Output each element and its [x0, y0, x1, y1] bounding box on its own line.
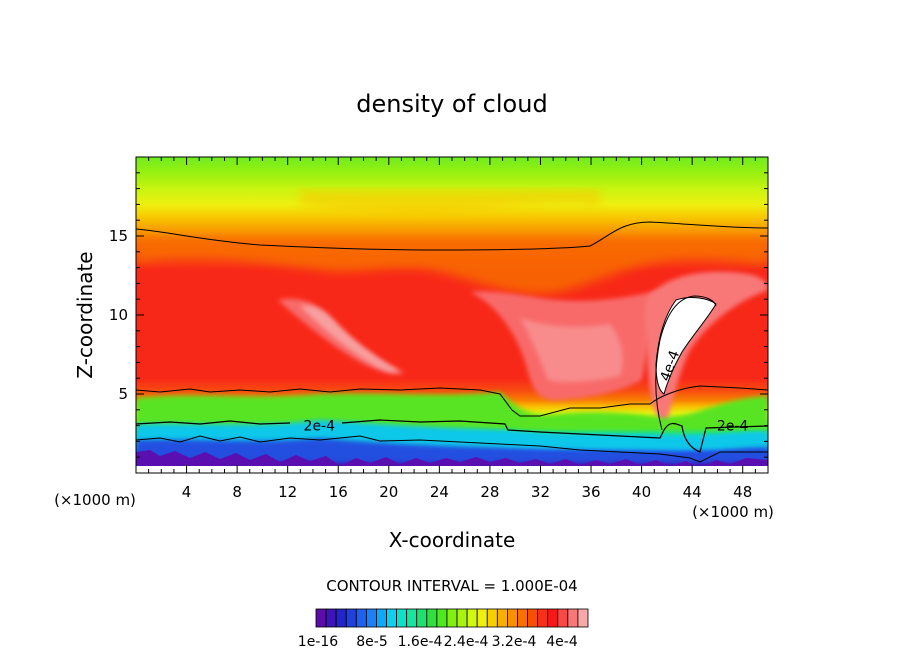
pink-region-center-core: [520, 318, 623, 383]
contour-line-upper: [136, 221, 768, 251]
contour-line-2e-4: [136, 419, 768, 453]
colorbar-swatch: [335, 608, 347, 628]
x-tick-label: 8: [232, 483, 242, 501]
pink-plume-left-core: [300, 305, 398, 372]
x-tick-label: 24: [430, 483, 449, 501]
colorbar-swatch: [527, 608, 539, 628]
x-axis-ticks: 4 8 12 16 20 24 28 32 36 40 44 48: [148, 157, 756, 501]
y-tick-label: 5: [118, 385, 128, 403]
colorbar-swatch: [547, 608, 559, 628]
contour-label-text: 2e-4: [717, 419, 749, 435]
colorbar-swatch: [456, 608, 468, 628]
x-tick-label: 12: [278, 483, 297, 501]
x-tick-label: 32: [531, 483, 550, 501]
x-tick-label: 40: [632, 483, 651, 501]
colorbar-swatch: [325, 608, 337, 628]
x-tick-label: 36: [581, 483, 600, 501]
x-tick-label: 28: [480, 483, 499, 501]
contour-line-4e-4: [655, 295, 717, 431]
y-axis-ticks: 5 10 15: [109, 172, 768, 458]
colorbar-swatch: [496, 608, 508, 628]
colorbar-label: 2.4e-4: [444, 634, 489, 650]
colorbar-label: 1e-16: [298, 634, 338, 650]
colorbar-swatch: [436, 608, 448, 628]
colorbar-labels: 1e-16 8e-5 1.6e-4 2.4e-4 3.2e-4 4e-4: [298, 634, 578, 650]
colorbar-swatch: [517, 608, 528, 628]
x-tick-label: 48: [733, 483, 752, 501]
x-units-left: (×1000 m): [54, 491, 136, 509]
colorbar-swatch: [537, 608, 549, 628]
chart-title: density of cloud: [356, 90, 547, 118]
colorbar-swatch: [386, 608, 397, 628]
y-tick-label: 15: [109, 227, 128, 245]
contour-line-lower-top: [136, 385, 768, 417]
x-tick-label: 20: [379, 483, 398, 501]
contour-label-text: 2e-4: [304, 419, 336, 435]
colorbar-swatch: [345, 608, 357, 628]
upper-band-wave: [136, 240, 768, 294]
x-tick-label: 16: [329, 483, 348, 501]
colorbar-swatch: [315, 608, 327, 628]
colorbar-swatch: [567, 608, 579, 628]
colorbar-label: 8e-5: [356, 634, 387, 650]
colorbar-swatch: [557, 608, 569, 628]
colorbar-swatch: [476, 608, 488, 628]
colorbar-label: 1.6e-4: [398, 634, 443, 650]
lower-green-band: [136, 392, 768, 430]
colorbar-swatch: [406, 608, 418, 628]
y-axis-label: Z-coordinate: [73, 251, 97, 378]
x-tick-label: 44: [683, 483, 702, 501]
colorbar-label: 4e-4: [546, 634, 578, 650]
contour-label: 2e-4: [304, 419, 336, 435]
colorbar-swatch: [365, 608, 377, 628]
colorbar-swatch: [466, 608, 478, 628]
colorbar-swatch: [446, 608, 458, 628]
colorbar-swatch: [577, 608, 589, 628]
colorbar-swatch: [507, 608, 518, 628]
colorbar-swatch: [396, 608, 408, 628]
colorbar-swatch: [486, 608, 498, 628]
colorbar-swatch: [426, 608, 438, 628]
colorbar-swatch: [376, 608, 387, 628]
x-axis-label: X-coordinate: [389, 528, 516, 552]
colorbar: [315, 608, 589, 628]
upper-yellow-dip: [300, 190, 600, 217]
contour-label: 2e-4: [717, 419, 749, 435]
colorbar-swatch: [355, 608, 367, 628]
x-units-right: (×1000 m): [692, 503, 774, 521]
y-tick-label: 10: [109, 306, 128, 324]
x-tick-label: 4: [182, 483, 192, 501]
colorbar-swatch: [416, 608, 428, 628]
contour-line-bottom: [136, 435, 768, 463]
colorbar-label: 3.2e-4: [492, 634, 537, 650]
plot-area: [136, 157, 768, 473]
contour-interval-label: CONTOUR INTERVAL = 1.000E-04: [326, 577, 577, 595]
